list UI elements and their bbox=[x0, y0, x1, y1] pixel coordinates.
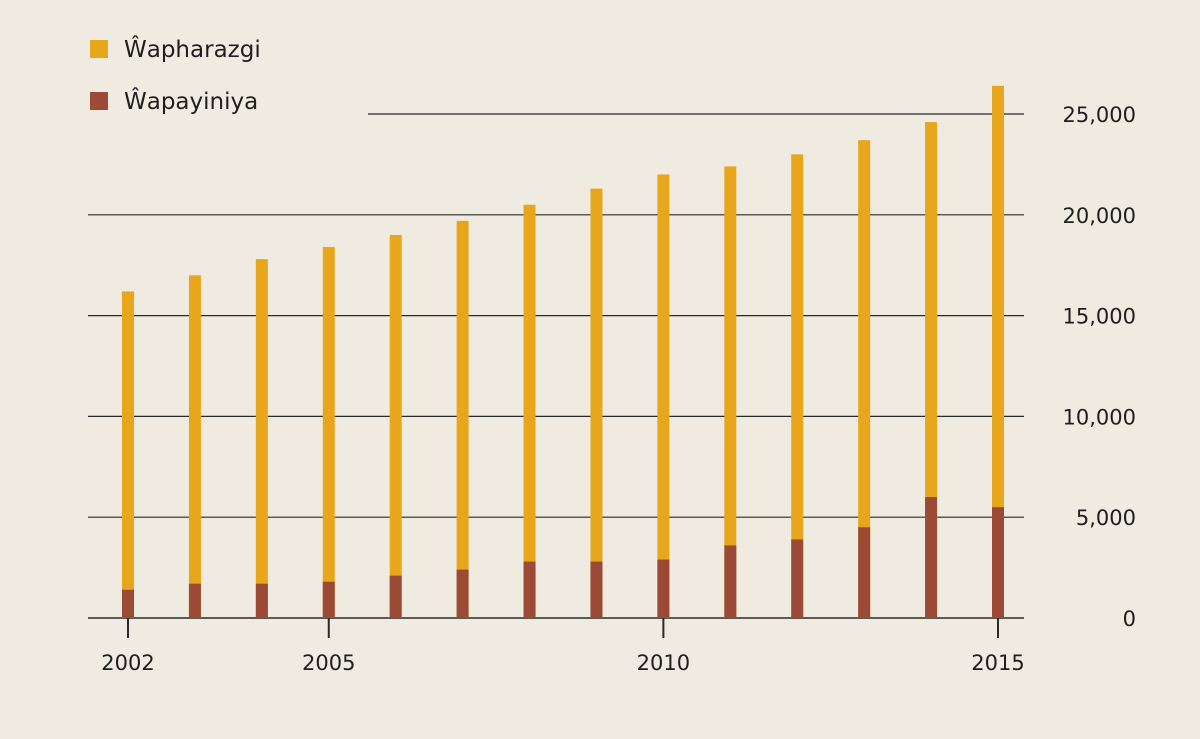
bar-total bbox=[456, 220, 469, 618]
bar-inner bbox=[188, 583, 201, 618]
bar-total bbox=[992, 85, 1004, 618]
bar-inner bbox=[389, 575, 402, 618]
y-tick-label: 25,000 bbox=[1063, 103, 1136, 127]
bar-inner bbox=[724, 545, 737, 618]
legend: Ŵapharazgi Ŵapayiniya bbox=[90, 35, 261, 115]
y-axis: 0 5,000 10,000 15,000 20,000 25,000 bbox=[1063, 103, 1136, 631]
y-tick-label: 15,000 bbox=[1063, 305, 1136, 329]
x-tick-label: 2002 bbox=[101, 651, 154, 675]
bar-total bbox=[389, 234, 402, 618]
bar-total bbox=[255, 259, 268, 618]
bar-inner bbox=[791, 539, 804, 618]
bar-total bbox=[858, 140, 871, 618]
y-tick-label: 5,000 bbox=[1076, 506, 1136, 530]
legend-label-inner: Ŵapayiniya bbox=[124, 87, 258, 115]
bar-total bbox=[925, 122, 938, 619]
y-tick-label: 10,000 bbox=[1063, 405, 1136, 429]
legend-swatch-inner bbox=[90, 92, 108, 110]
bar-inner bbox=[657, 559, 670, 618]
bar-total bbox=[791, 154, 804, 618]
bar-total bbox=[724, 166, 737, 618]
bar-total bbox=[657, 174, 670, 619]
bar-inner bbox=[925, 497, 938, 618]
legend-label-total: Ŵapharazgi bbox=[124, 35, 261, 63]
bar-inner bbox=[858, 527, 871, 618]
bar-total bbox=[523, 204, 536, 618]
bar-total bbox=[322, 247, 335, 618]
legend-swatch-total bbox=[90, 40, 108, 58]
bar-inner bbox=[992, 507, 1004, 618]
bar-total bbox=[590, 188, 603, 619]
bar-inner bbox=[590, 561, 603, 618]
bar-inner bbox=[255, 583, 268, 618]
y-tick-label: 0 bbox=[1123, 607, 1136, 631]
bar-inner bbox=[523, 561, 536, 618]
bar-inner bbox=[322, 581, 335, 618]
bars bbox=[122, 85, 1004, 619]
y-tick-label: 20,000 bbox=[1063, 204, 1136, 228]
x-tick-label: 2005 bbox=[302, 651, 355, 675]
bar-total bbox=[188, 275, 201, 618]
bar-inner bbox=[122, 589, 134, 618]
x-tick-label: 2015 bbox=[971, 651, 1024, 675]
bar-inner bbox=[456, 569, 469, 618]
x-axis: 2002 2005 2010 2015 bbox=[101, 618, 1025, 675]
x-tick-label: 2010 bbox=[637, 651, 690, 675]
bar-total bbox=[122, 291, 134, 618]
